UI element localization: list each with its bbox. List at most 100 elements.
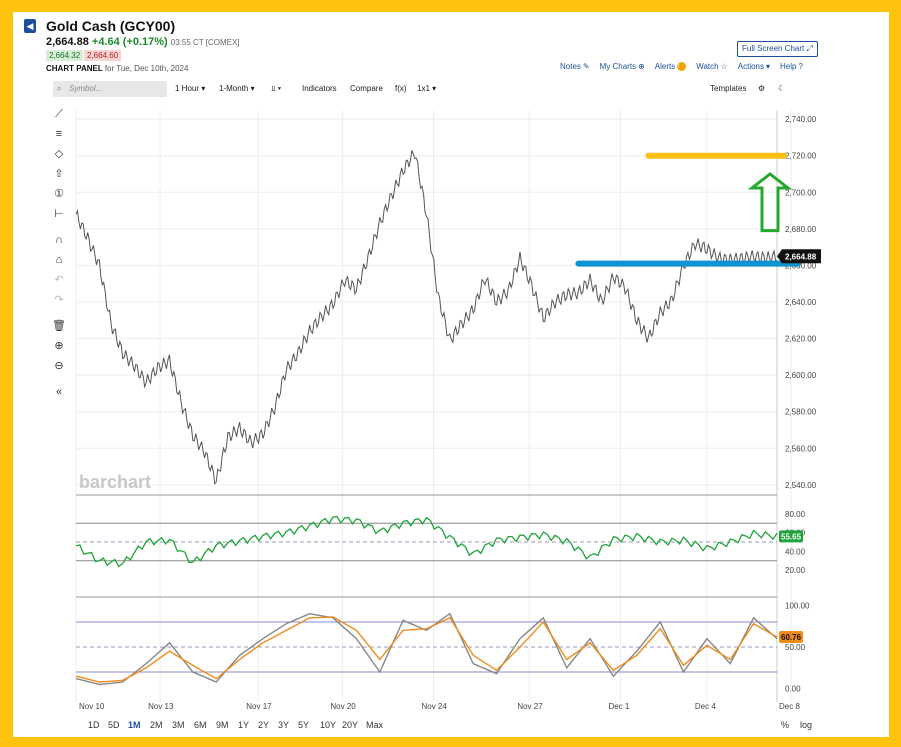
actions-menu[interactable]: Actions ▾ xyxy=(738,62,770,71)
range-value: 1-Month xyxy=(219,84,249,93)
range-button-9m[interactable]: 9M xyxy=(216,720,229,730)
chart-frame: ◀ Gold Cash (GCY00) 2,664.88 +4.64 (+0.1… xyxy=(13,12,889,737)
x-tick-label: Nov 20 xyxy=(330,702,356,711)
star-icon: ☆ xyxy=(720,62,728,71)
top-links: Notes ✎ My Charts ⊕ Alerts! Watch ☆ Actions… xyxy=(560,62,803,71)
range-button-3y[interactable]: 3Y xyxy=(278,720,290,730)
range-button-6m[interactable]: 6M xyxy=(194,720,207,730)
y-tick-label: 2,540.00 xyxy=(785,481,817,490)
stochastic-line-2 xyxy=(75,616,778,683)
undo-icon[interactable]: ↶ xyxy=(54,274,64,286)
arrow-tool-icon[interactable]: ⇧ xyxy=(54,168,64,180)
last-price-tag xyxy=(777,249,821,264)
zoom-select[interactable]: 1x1 ▾ xyxy=(417,84,437,93)
range-button-5d[interactable]: 5D xyxy=(108,720,120,730)
collapse-icon[interactable]: « xyxy=(55,386,63,398)
stochastic-value-tag xyxy=(779,631,803,643)
y-tick-label: 2,740.00 xyxy=(785,115,817,124)
price-chart[interactable]: 2,540.00 2,560.00 2,580.00 2,600.00 2,620.00… xyxy=(13,12,889,737)
x-tick-label: Nov 13 xyxy=(148,702,174,711)
y-tick-label: 2,660.00 xyxy=(785,261,817,270)
notes-label: Notes xyxy=(560,62,581,71)
notes-link[interactable]: Notes ✎ xyxy=(560,62,590,71)
panel-label: CHART PANEL xyxy=(46,64,103,73)
log-toggle[interactable]: log xyxy=(800,720,813,730)
settings-icon[interactable]: ⚙ xyxy=(758,84,766,93)
trash-icon[interactable]: 🗑 xyxy=(52,320,66,332)
watch-link[interactable]: Watch ☆ xyxy=(696,62,728,71)
oscillator-value-label: 55.65 xyxy=(781,532,802,541)
x-tick-label: Dec 8 xyxy=(779,702,800,711)
price-line xyxy=(75,150,778,485)
range-button-1y[interactable]: 1Y xyxy=(238,720,250,730)
full-screen-label: Full Screen Chart xyxy=(742,44,805,53)
range-button-2m[interactable]: 2M xyxy=(150,720,163,730)
compare-button[interactable]: Compare xyxy=(350,84,383,93)
redo-icon[interactable]: ↷ xyxy=(54,294,64,306)
magnet-icon[interactable]: ∩ xyxy=(55,234,63,246)
oscillator-value-tag xyxy=(779,530,803,543)
chart-panel-label: CHART PANEL for Tue, Dec 10th, 2024 xyxy=(46,64,188,73)
y-tick-label: 2,640.00 xyxy=(785,298,817,307)
range-button-20y[interactable]: 20Y xyxy=(342,720,359,730)
x-tick-label: Nov 24 xyxy=(422,702,448,711)
symbol-search-input[interactable]: ⌕ Symbol... xyxy=(53,81,167,97)
chart-type-select[interactable]: ⫫ ▾ xyxy=(271,84,282,93)
range-select[interactable]: 1-Month ▾ xyxy=(219,84,255,93)
stochastic-tick-label: 50.00 xyxy=(785,643,806,652)
range-button-10y[interactable]: 10Y xyxy=(320,720,337,730)
dark-mode-icon[interactable]: ☾ xyxy=(778,84,786,93)
templates-button[interactable]: Templates xyxy=(710,84,747,93)
help-icon: ? xyxy=(798,62,803,71)
chart-toolbar: ⌕ Symbol... 1 Hour ▾ 1-Month ▾ ⫫ ▾ Indica… xyxy=(53,80,889,100)
alert-badge: ! xyxy=(677,62,687,71)
watermark-logo: barchart xyxy=(79,472,151,492)
range-button-5y[interactable]: 5Y xyxy=(298,720,310,730)
stochastic-value-label: 60.76 xyxy=(781,633,802,642)
help-link[interactable]: Help? xyxy=(780,62,803,71)
zoom-out-icon[interactable]: ⊖ xyxy=(54,360,64,372)
plus-circle-icon: ⊕ xyxy=(638,62,645,71)
y-tick-label: 2,720.00 xyxy=(785,152,817,161)
text-tool-icon[interactable]: ≡ xyxy=(55,128,63,140)
alerts-link[interactable]: Alerts! xyxy=(654,62,687,71)
collapse-panel-button[interactable]: ◀ xyxy=(24,19,36,33)
search-icon: ⌕ xyxy=(57,84,62,93)
mycharts-link[interactable]: My Charts ⊕ xyxy=(600,62,645,71)
interval-select[interactable]: 1 Hour ▾ xyxy=(175,84,206,93)
zoom-in-icon[interactable]: ⊕ xyxy=(54,340,64,352)
last-price: 2,664.88 xyxy=(46,36,89,48)
alerts-label: Alerts xyxy=(654,62,676,71)
chevron-down-icon: ▾ xyxy=(766,62,771,71)
full-screen-button[interactable]: Full Screen Chart ⤢ xyxy=(737,41,818,57)
symbol-placeholder: Symbol... xyxy=(69,84,103,93)
indicators-button[interactable]: Indicators xyxy=(302,84,337,93)
range-button-2y[interactable]: 2Y xyxy=(258,720,270,730)
percent-toggle[interactable]: % xyxy=(781,720,790,730)
y-tick-label: 2,560.00 xyxy=(785,444,817,453)
bid-badge: 2,664.32 xyxy=(46,50,84,61)
edit-icon: ✎ xyxy=(582,62,590,71)
oscillator-line xyxy=(75,515,778,568)
price-change: +4.64 (+0.17%) xyxy=(91,36,168,48)
y-tick-label: 2,620.00 xyxy=(785,335,817,344)
panel-date: for Tue, Dec 10th, 2024 xyxy=(104,64,189,73)
x-tick-label: Nov 10 xyxy=(79,702,105,711)
annotation-arrow xyxy=(747,172,793,233)
range-button-1m[interactable]: 1M xyxy=(128,720,141,730)
number-tool-icon[interactable]: ① xyxy=(54,188,64,200)
x-tick-label: Dec 4 xyxy=(695,702,716,711)
x-tick-label: Dec 1 xyxy=(608,702,629,711)
range-button-3m[interactable]: 3M xyxy=(172,720,185,730)
measure-tool-icon[interactable]: ⊢ xyxy=(54,208,64,220)
x-tick-label: Nov 17 xyxy=(246,702,272,711)
shape-tool-icon[interactable]: ◇ xyxy=(54,148,64,160)
oscillator-tick-label: 40.00 xyxy=(785,547,806,556)
fx-button[interactable]: f(x) xyxy=(395,84,407,93)
actions-label: Actions xyxy=(737,62,764,71)
lock-icon[interactable]: ⌂ xyxy=(55,254,63,266)
range-button-1d[interactable]: 1D xyxy=(88,720,100,730)
range-button-max[interactable]: Max xyxy=(366,720,384,730)
line-tool-icon[interactable]: ⟋ xyxy=(55,108,63,120)
time-exchange: 03:55 CT [COMEX] xyxy=(170,38,240,47)
